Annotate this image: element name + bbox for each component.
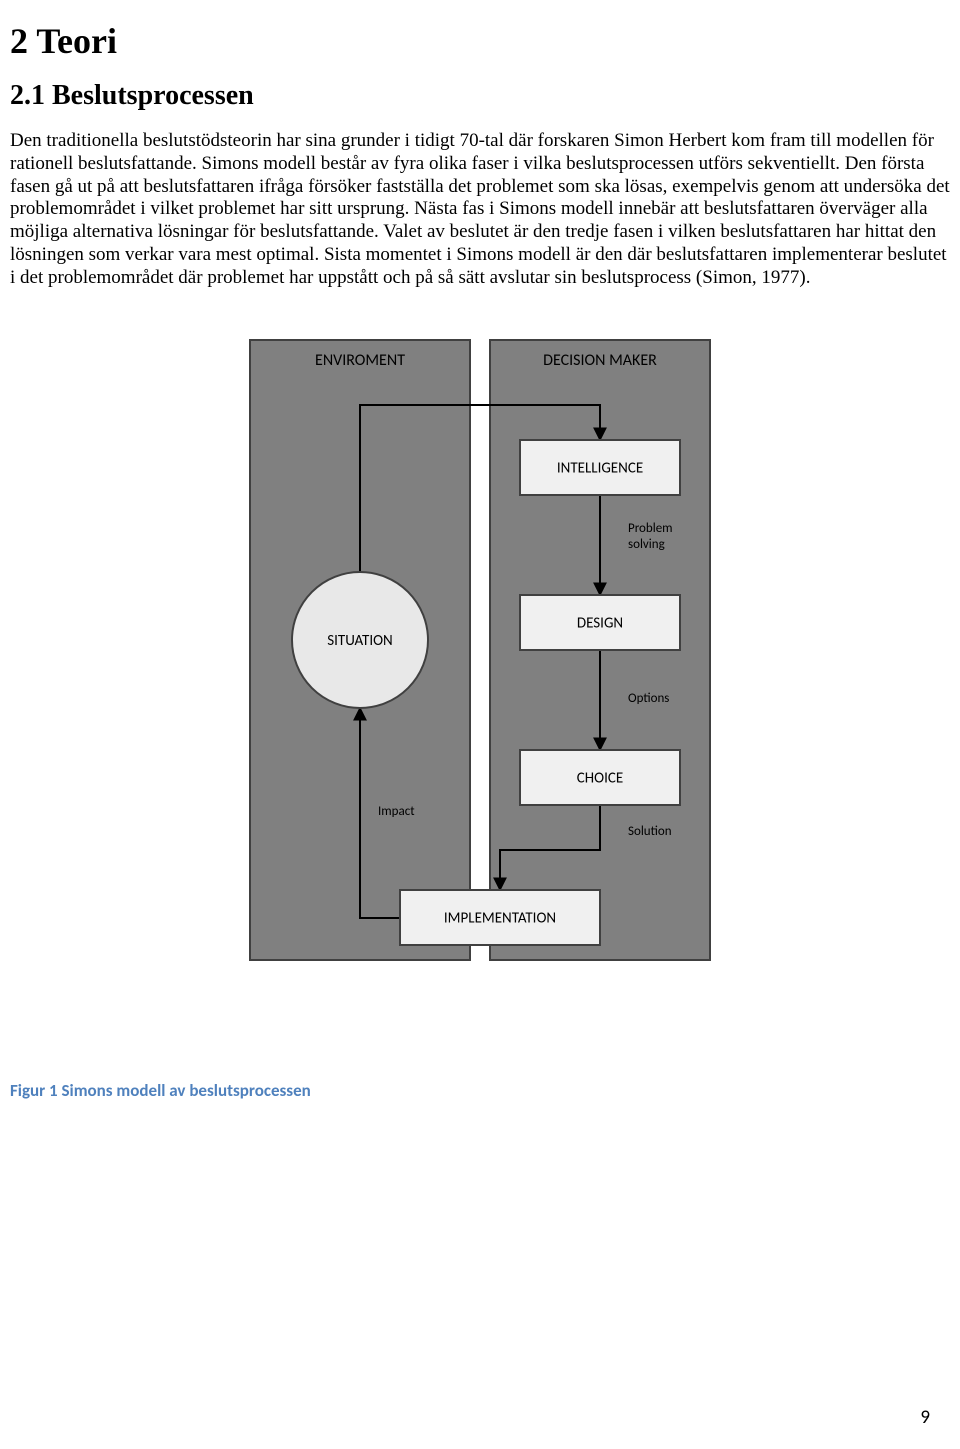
simons-model-diagram: ENVIROMENT DECISION MAKER Problemsolving Op… bbox=[230, 310, 730, 1010]
svg-text:Impact: Impact bbox=[378, 804, 415, 819]
svg-text:Problem: Problem bbox=[628, 521, 673, 536]
page-number: 9 bbox=[920, 1406, 930, 1429]
heading-1: 2 Teori bbox=[10, 20, 950, 62]
svg-text:IMPLEMENTATION: IMPLEMENTATION bbox=[444, 909, 556, 927]
svg-text:solving: solving bbox=[628, 537, 665, 552]
figure-container: ENVIROMENT DECISION MAKER Problemsolving Op… bbox=[10, 310, 950, 1010]
svg-text:Solution: Solution bbox=[628, 824, 672, 839]
heading-2: 2.1 Beslutsprocessen bbox=[10, 80, 950, 112]
svg-text:INTELLIGENCE: INTELLIGENCE bbox=[557, 459, 643, 477]
svg-text:ENVIROMENT: ENVIROMENT bbox=[315, 351, 405, 370]
svg-text:DECISION MAKER: DECISION MAKER bbox=[543, 351, 657, 370]
figure-caption: Figur 1 Simons modell av beslutsprocesse… bbox=[10, 1080, 950, 1101]
svg-text:Options: Options bbox=[628, 691, 669, 706]
svg-text:DESIGN: DESIGN bbox=[577, 614, 623, 632]
svg-text:CHOICE: CHOICE bbox=[577, 769, 623, 787]
svg-text:SITUATION: SITUATION bbox=[327, 632, 393, 650]
body-paragraph: Den traditionella beslutstödsteorin har … bbox=[10, 130, 950, 290]
